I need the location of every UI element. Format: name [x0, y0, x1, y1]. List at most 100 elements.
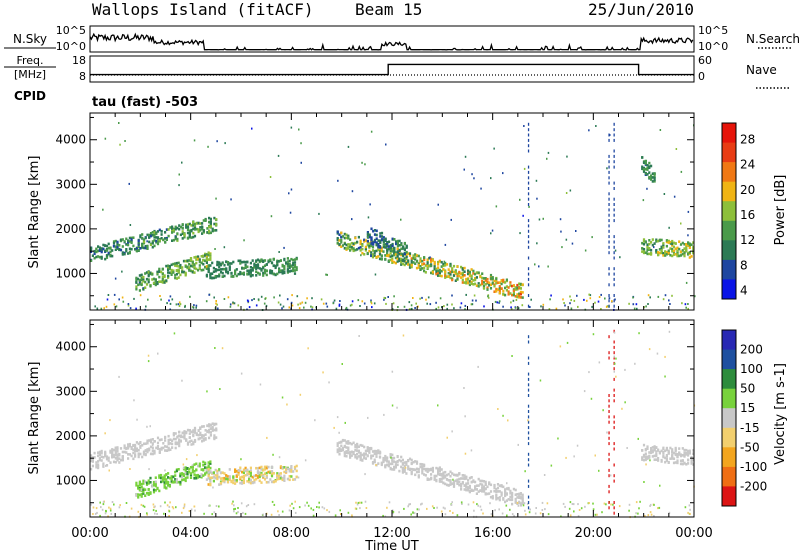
heatmap-cell: [471, 299, 474, 302]
heatmap-cell: [662, 452, 665, 455]
heatmap-cell: [193, 263, 196, 266]
heatmap-cell: [121, 253, 124, 256]
heatmap-cell: [357, 449, 360, 453]
colorbar-tick-label: 100: [740, 362, 763, 376]
heatmap-cell: [608, 283, 610, 287]
heatmap-cell: [151, 446, 154, 450]
heatmap-cell: [669, 457, 672, 460]
heatmap-cell: [255, 264, 258, 267]
heatmap-cell: [105, 510, 107, 513]
heatmap-cell: [608, 224, 610, 228]
heatmap-cell: [179, 266, 182, 269]
heatmap-cell: [527, 229, 530, 233]
heatmap-cell: [112, 460, 116, 464]
heatmap-cell: [260, 465, 263, 469]
heatmap-cell: [417, 266, 420, 269]
heatmap-cell: [527, 128, 530, 132]
heatmap-cell: [635, 501, 638, 504]
heatmap-cell: [442, 471, 445, 474]
heatmap-cell: [522, 504, 525, 507]
heatmap-cell: [270, 480, 274, 484]
heatmap-cell: [100, 455, 103, 459]
heatmap-cell: [527, 340, 530, 344]
heatmap-cell: [161, 275, 164, 279]
heatmap-cell: [152, 483, 156, 487]
heatmap-cell: [387, 464, 390, 468]
heatmap-cell: [421, 465, 424, 469]
heatmap-cell: [523, 502, 526, 505]
y-tick-label: 4000: [55, 340, 86, 354]
time-tick-label: 08:00: [273, 526, 310, 541]
heatmap-cell: [112, 448, 116, 452]
colorbar-frame: [721, 329, 737, 507]
heatmap-cell: [154, 476, 157, 479]
heatmap-cell: [644, 447, 647, 451]
heatmap-cell: [163, 485, 166, 489]
heatmap-cell: [156, 230, 160, 233]
heatmap-cell: [479, 283, 482, 287]
heatmap-cell: [263, 478, 267, 481]
heatmap-cell: [148, 240, 151, 244]
heatmap-cell: [208, 231, 211, 235]
heatmap-cell: [450, 503, 453, 506]
heatmap-cell: [209, 423, 212, 427]
heatmap-cell: [146, 450, 149, 454]
heatmap-cell: [288, 306, 291, 309]
heatmap-cell: [153, 231, 156, 234]
heatmap-cell: [242, 271, 245, 275]
heatmap-cell: [655, 454, 658, 458]
heatmap-cell: [291, 294, 293, 297]
heatmap-cell: [479, 482, 482, 486]
heatmap-cell: [260, 295, 263, 298]
heatmap-cell: [465, 482, 468, 485]
heatmap-cell: [529, 508, 531, 511]
heatmap-cell: [470, 282, 473, 285]
heatmap-cell: [116, 450, 119, 453]
heatmap-cell: [595, 125, 597, 127]
heatmap-cell: [130, 454, 133, 458]
heatmap-cell: [304, 504, 306, 507]
heatmap-cell: [488, 281, 491, 284]
heatmap-cell: [219, 268, 223, 271]
heatmap-cell: [547, 151, 550, 154]
heatmap-cell: [364, 249, 367, 252]
heatmap-cell: [221, 262, 224, 265]
heatmap-cell: [344, 421, 346, 424]
heatmap-cell: [219, 481, 223, 485]
heatmap-cell: [225, 270, 228, 274]
heatmap-cell: [234, 468, 237, 471]
heatmap-cell: [683, 455, 686, 458]
heatmap-cell: [213, 423, 216, 427]
heatmap-cell: [256, 467, 260, 470]
heatmap-cell: [177, 468, 180, 471]
heatmap-cell: [394, 251, 397, 254]
heatmap-cell: [644, 162, 647, 165]
heatmap-cell: [592, 508, 595, 511]
heatmap-cell: [371, 249, 375, 252]
heatmap-cell: [527, 495, 530, 499]
colorbar-segment: [722, 369, 736, 390]
heatmap-cell: [482, 277, 486, 280]
heatmap-cell: [205, 267, 208, 270]
heatmap-cell: [648, 252, 651, 256]
colorbar-tick-label: 4: [740, 283, 748, 297]
heatmap-cell: [237, 473, 240, 476]
heatmap-cell: [613, 251, 615, 255]
heatmap-cell: [675, 148, 678, 150]
heatmap-cell: [92, 506, 95, 509]
heatmap-cell: [167, 266, 170, 269]
power-frame: [89, 112, 695, 311]
beam-title: Beam 15: [355, 0, 423, 19]
heatmap-cell: [172, 238, 175, 242]
heatmap-cell: [278, 475, 281, 478]
heatmap-cell: [516, 501, 519, 504]
heatmap-cell: [435, 478, 438, 482]
heatmap-cell: [375, 237, 378, 240]
heatmap-cell: [109, 253, 112, 257]
heatmap-cell: [366, 243, 369, 247]
heatmap-cell: [270, 466, 274, 469]
heatmap-cell: [258, 267, 261, 270]
heatmap-cell: [183, 235, 186, 239]
heatmap-cell: [408, 468, 412, 471]
heatmap-cell: [293, 478, 297, 481]
